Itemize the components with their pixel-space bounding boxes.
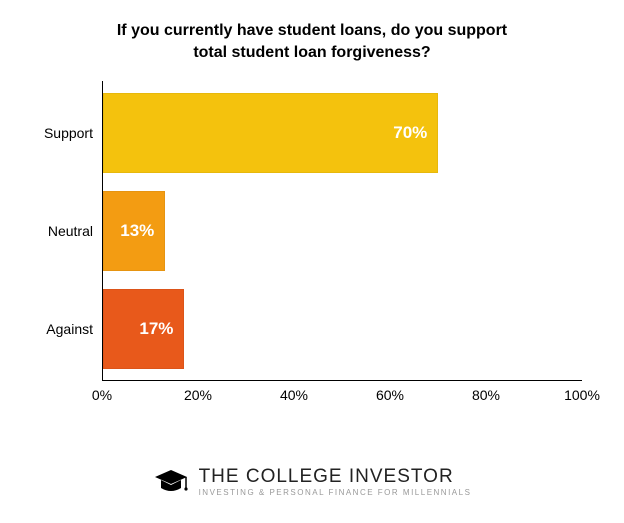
- bar-value-label: 17%: [139, 319, 173, 339]
- chart-title-line1: If you currently have student loans, do …: [117, 22, 507, 39]
- bar: 17%: [103, 289, 184, 369]
- plot-area: Support70% Neutral13% Against17%: [102, 81, 582, 381]
- y-axis-label: Support: [25, 125, 103, 141]
- x-axis-tick: 40%: [280, 387, 308, 403]
- bar-row: Neutral13%: [103, 191, 582, 271]
- chart-container: If you currently have student loans, do …: [24, 20, 600, 411]
- y-axis-label: Against: [25, 321, 103, 337]
- logo-sub-text: INVESTING & PERSONAL FINANCE FOR MILLENN…: [199, 489, 472, 497]
- chart-title-line2: total student loan forgiveness?: [193, 44, 430, 61]
- footer-logo: THE COLLEGE INVESTOR INVESTING & PERSONA…: [0, 467, 624, 497]
- x-axis-tick: 0%: [92, 387, 112, 403]
- bar-value-label: 70%: [393, 123, 427, 143]
- x-axis: 0%20%40%60%80%100%: [102, 381, 582, 411]
- logo-main-text: THE COLLEGE INVESTOR: [199, 467, 472, 486]
- x-axis-tick: 20%: [184, 387, 212, 403]
- bar: 13%: [103, 191, 165, 271]
- graduation-cap-icon: [153, 468, 189, 496]
- bar-value-label: 13%: [120, 221, 154, 241]
- chart-title: If you currently have student loans, do …: [24, 20, 600, 63]
- logo-text: THE COLLEGE INVESTOR INVESTING & PERSONA…: [199, 467, 472, 497]
- bar-row: Against17%: [103, 289, 582, 369]
- x-axis-tick: 80%: [472, 387, 500, 403]
- y-axis-label: Neutral: [25, 223, 103, 239]
- bar-row: Support70%: [103, 93, 582, 173]
- x-axis-tick: 60%: [376, 387, 404, 403]
- x-axis-tick: 100%: [564, 387, 600, 403]
- bar: 70%: [103, 93, 438, 173]
